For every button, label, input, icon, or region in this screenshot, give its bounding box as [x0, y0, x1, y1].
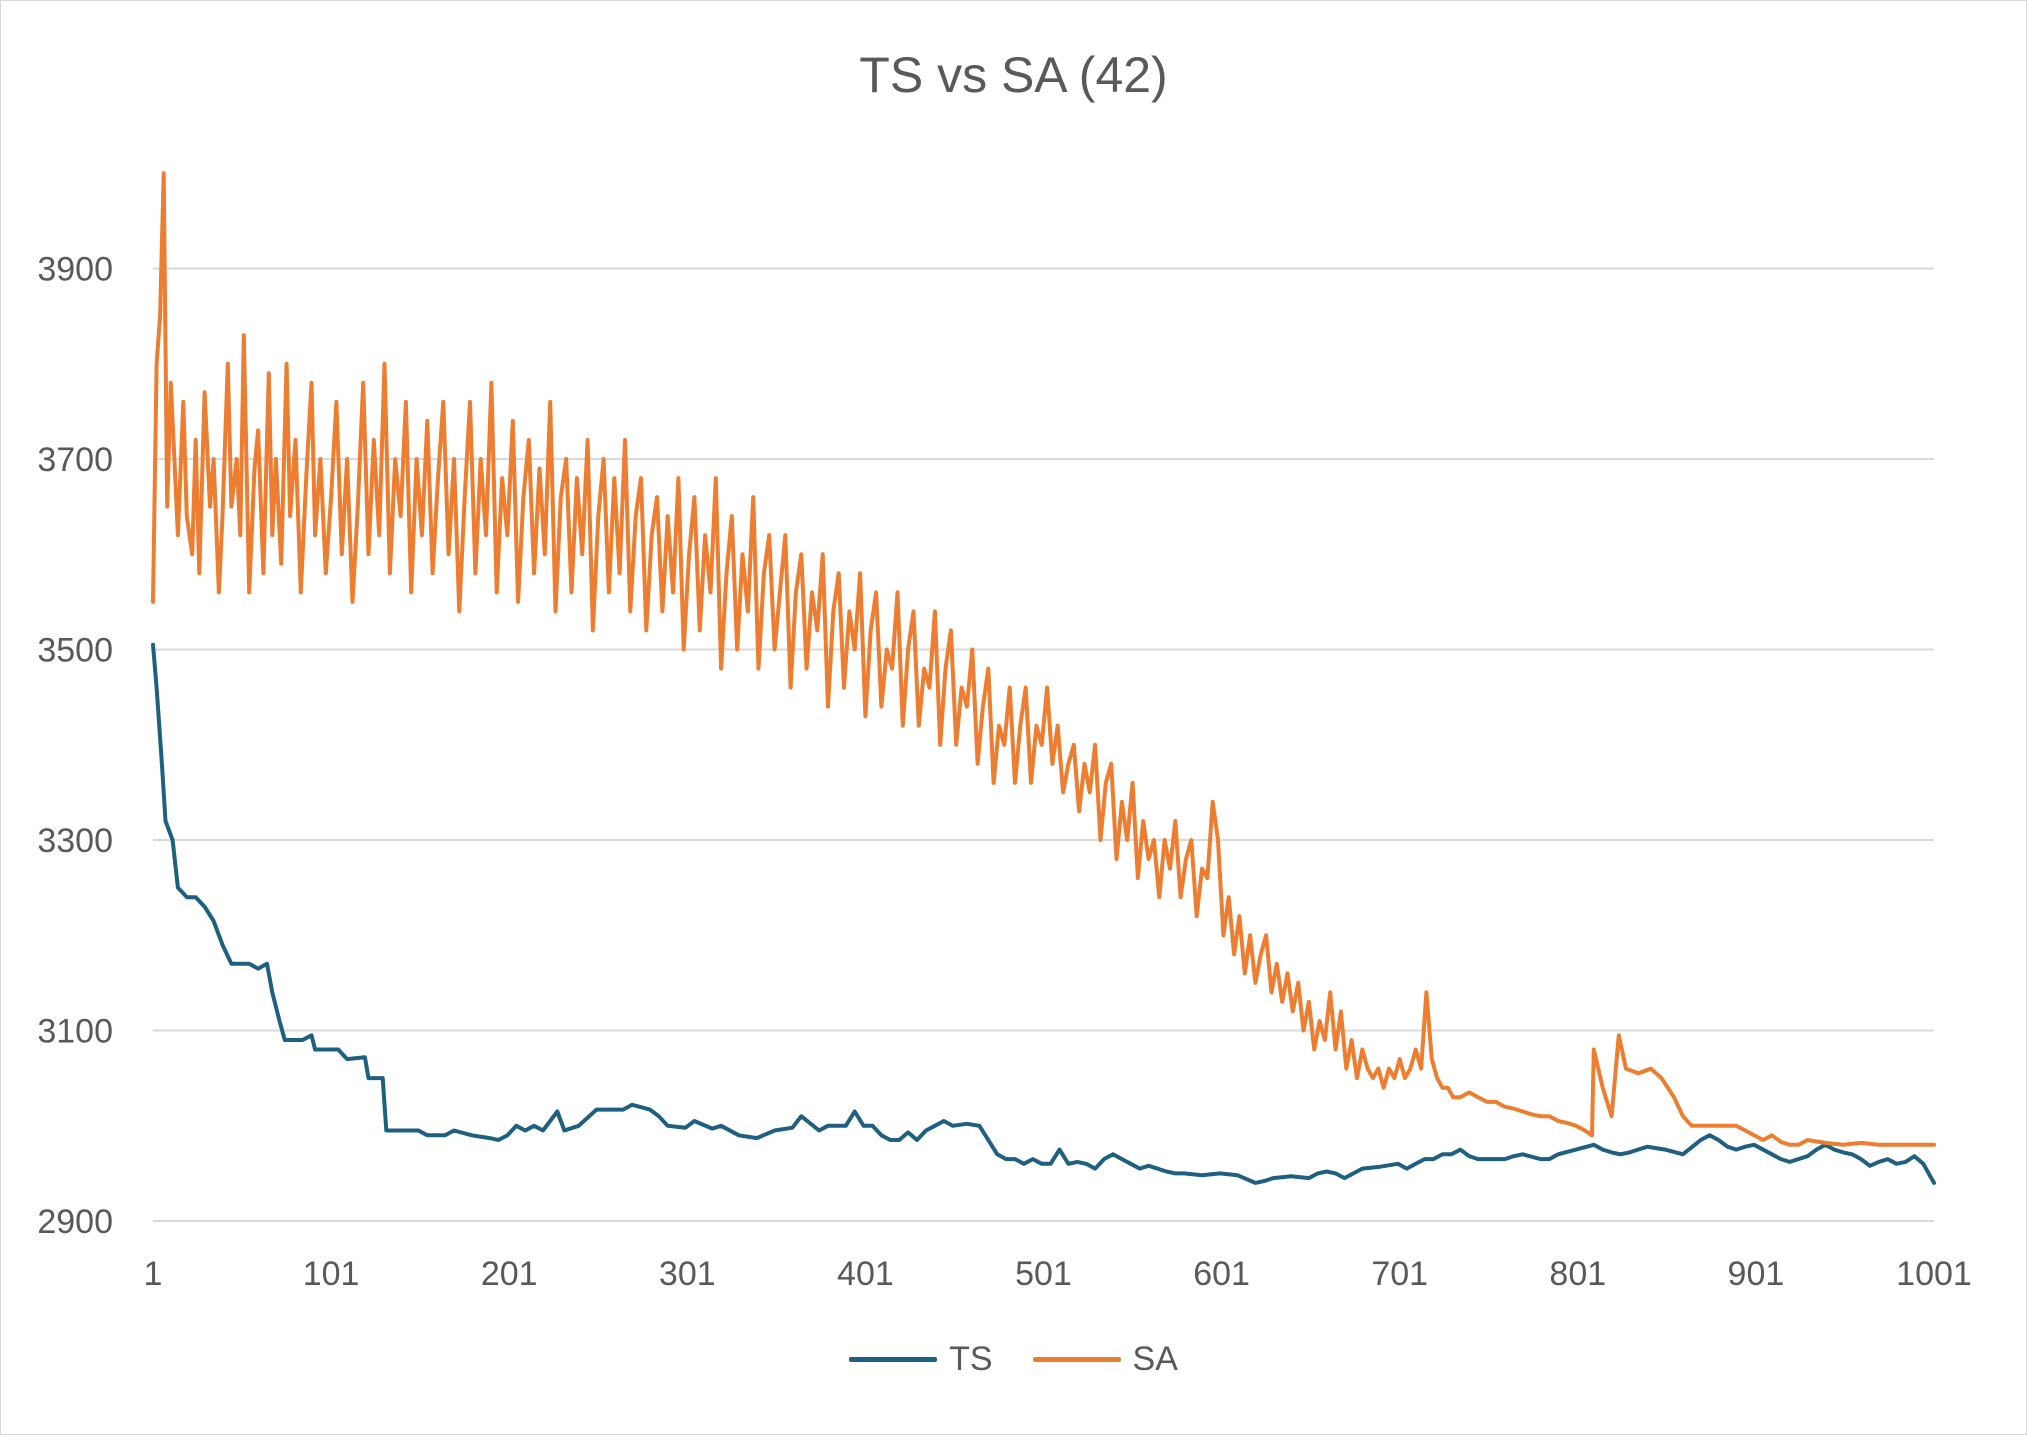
- x-tick-label: 901: [1728, 1255, 1785, 1293]
- legend: TS SA: [0, 1340, 2027, 1379]
- y-tick-label: 2900: [37, 1203, 113, 1241]
- legend-swatch-sa: [1032, 1357, 1121, 1362]
- legend-item-ts: TS: [849, 1340, 993, 1379]
- x-tick-label: 801: [1549, 1255, 1606, 1293]
- x-axis-ticks: 1 101 201 301 401 501 601 701 801 901 1001: [144, 1255, 1972, 1293]
- x-tick-label: 601: [1193, 1255, 1250, 1293]
- x-tick-label: 201: [481, 1255, 538, 1293]
- y-tick-label: 3300: [37, 822, 113, 860]
- y-tick-label: 3700: [37, 441, 113, 479]
- y-tick-label: 3900: [37, 251, 113, 289]
- series-lines: [151, 171, 1936, 1185]
- series-line-sa: [151, 171, 1936, 1147]
- chart-title: TS vs SA (42): [859, 47, 1168, 103]
- y-tick-label: 3500: [37, 632, 113, 670]
- legend-swatch-ts: [849, 1357, 938, 1362]
- legend-label-ts: TS: [949, 1340, 993, 1378]
- x-tick-label: 101: [303, 1255, 360, 1293]
- x-tick-label: 1001: [1896, 1255, 1972, 1293]
- x-tick-label: 301: [659, 1255, 716, 1293]
- x-tick-label: 701: [1371, 1255, 1428, 1293]
- gridlines: [153, 267, 1934, 1222]
- series-line-ts: [151, 642, 1936, 1185]
- legend-label-sa: SA: [1132, 1340, 1178, 1378]
- x-tick-label: 401: [837, 1255, 894, 1293]
- x-tick-label: 1: [144, 1255, 163, 1293]
- y-axis-ticks: 2900 3100 3300 3500 3700 3900: [37, 251, 113, 1242]
- y-tick-label: 3100: [37, 1013, 113, 1051]
- legend-item-sa: SA: [1032, 1340, 1178, 1379]
- x-tick-label: 501: [1015, 1255, 1072, 1293]
